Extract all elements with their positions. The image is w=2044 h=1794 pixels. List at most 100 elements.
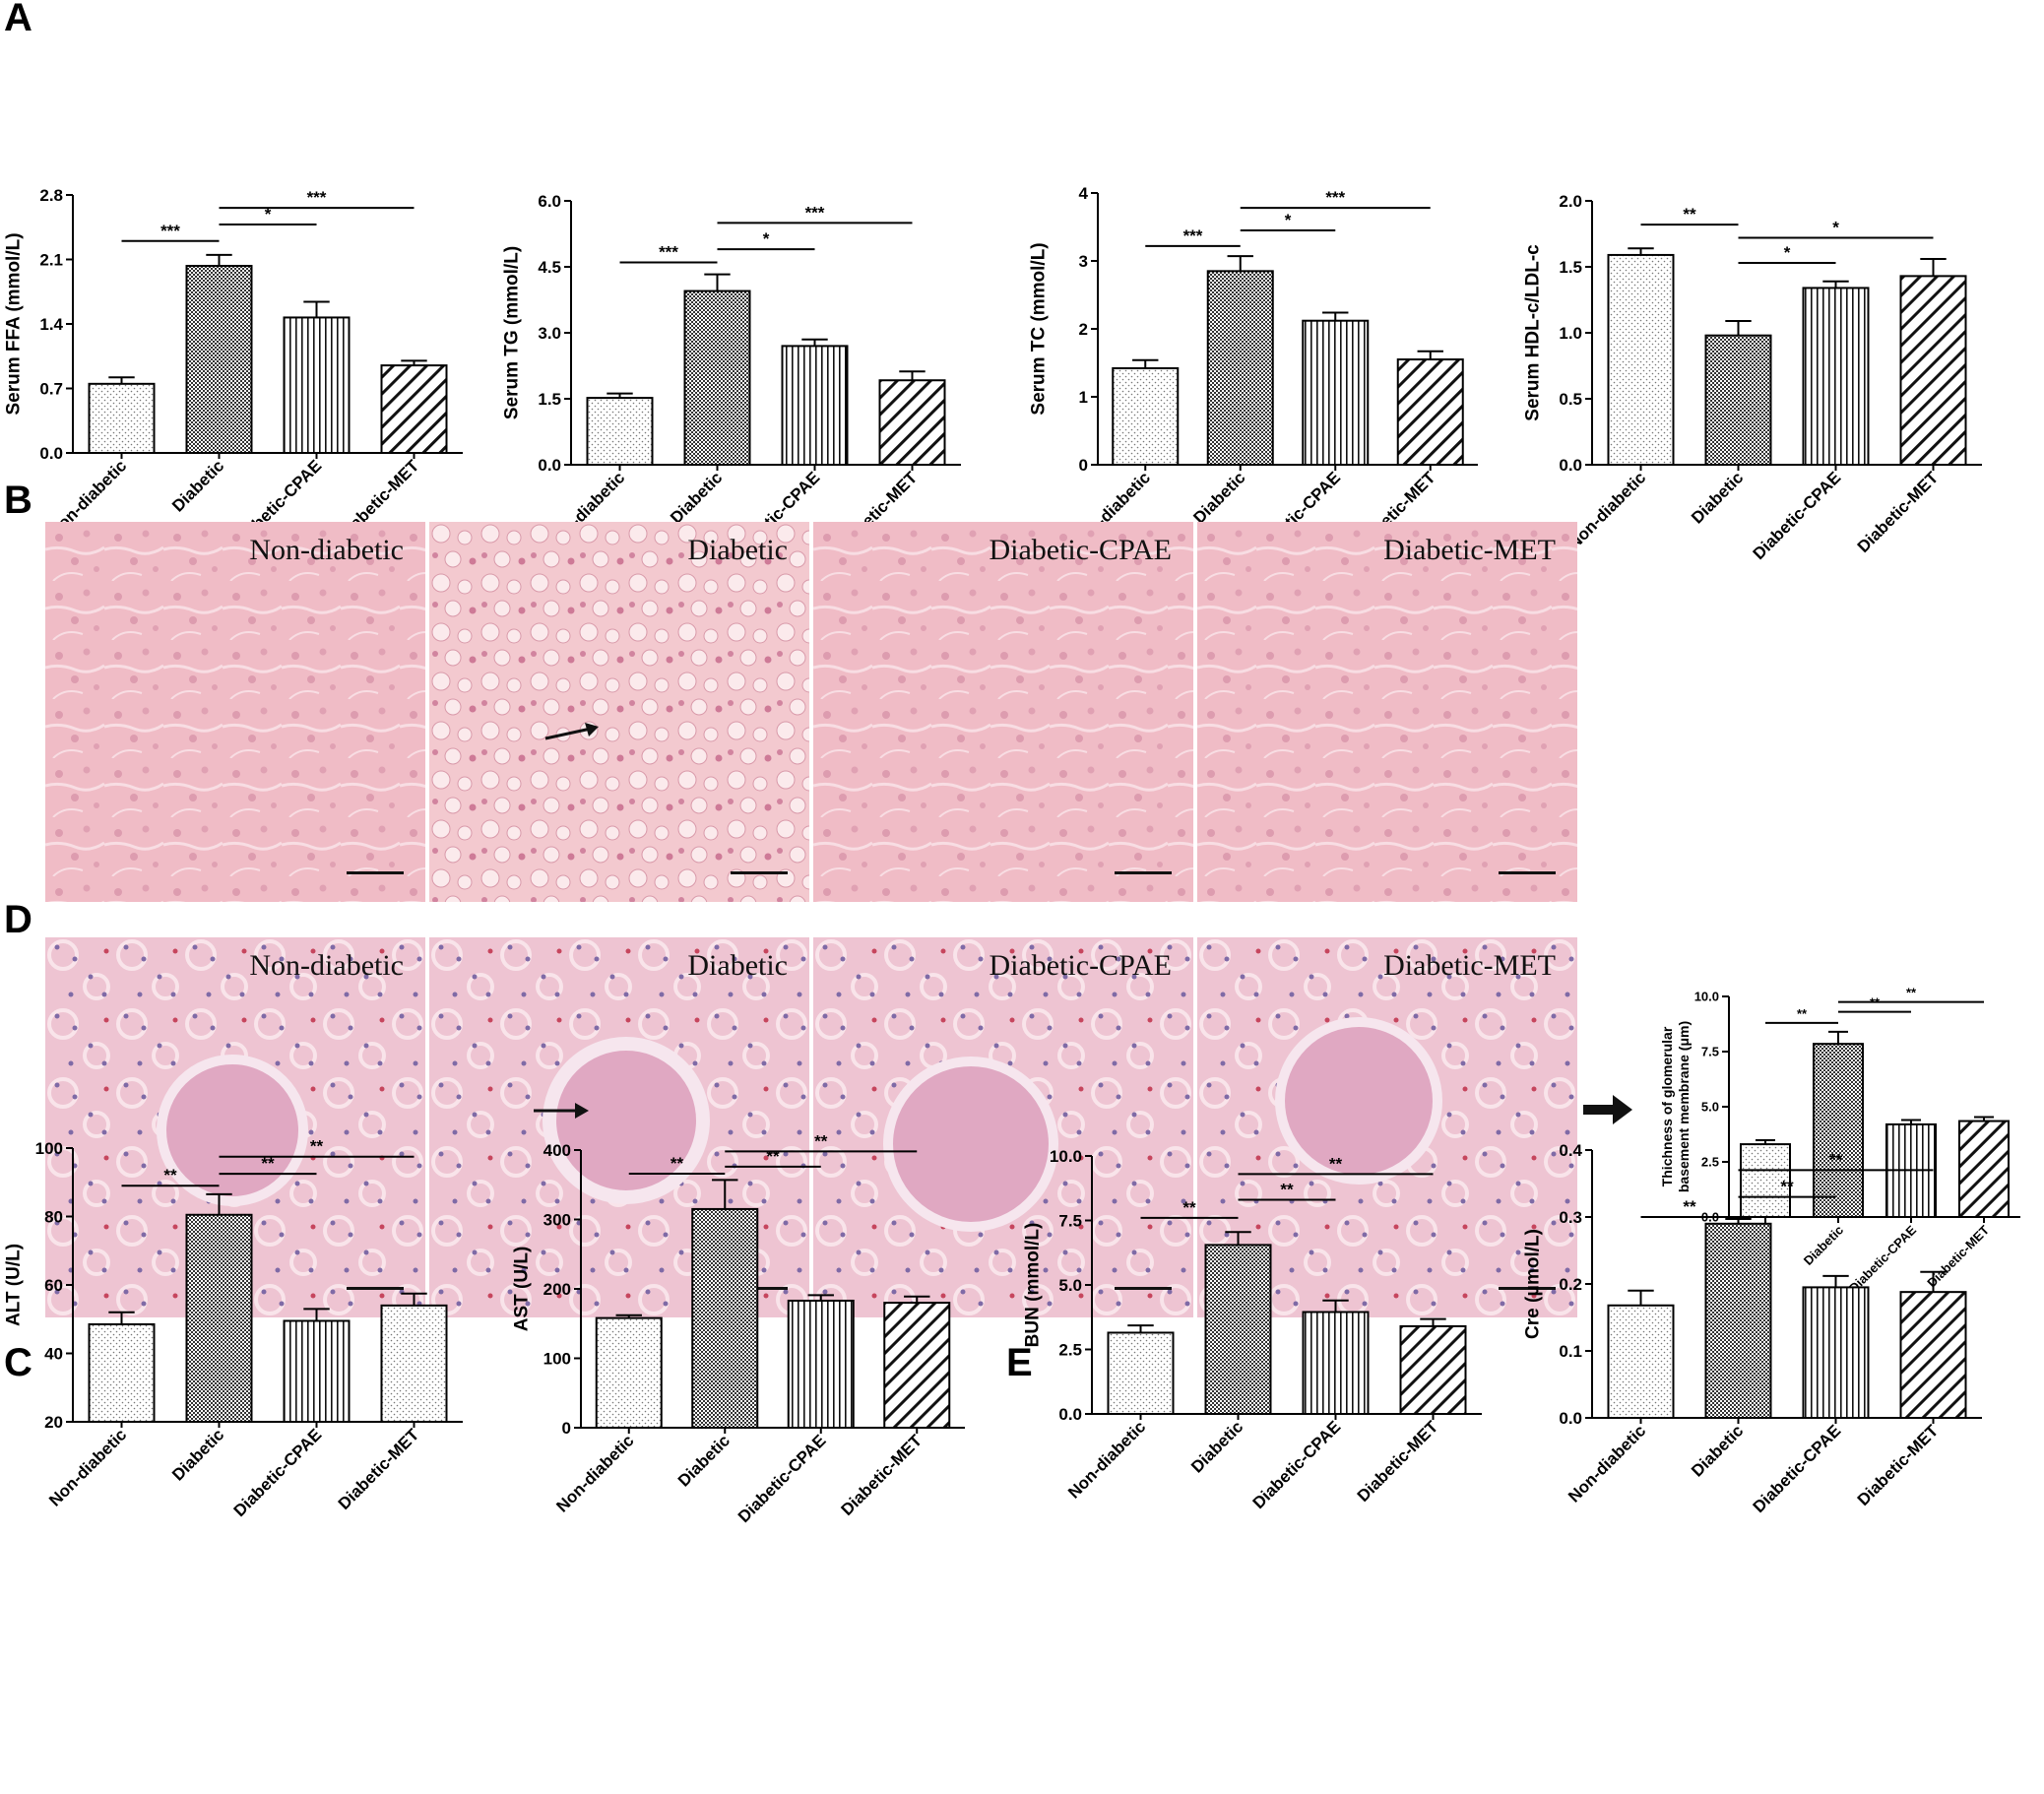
bar (380, 364, 448, 455)
scale-bar (1499, 871, 1556, 874)
y-tick-label: 4.5 (538, 258, 561, 277)
significance-label: ** (766, 1147, 780, 1166)
y-tick-label: 40 (44, 1344, 63, 1363)
micrograph-kidney-diabetic-cpae: Diabetic-CPAE (813, 937, 1193, 1317)
micrograph-label: Diabetic (687, 949, 788, 982)
micrograph-label: Diabetic-MET (1383, 534, 1556, 566)
y-tick-label: 0 (1079, 456, 1088, 475)
significance-label: * (1285, 211, 1292, 229)
x-tick-label: Diabetic-MET (1854, 1421, 1943, 1509)
significance-label: * (1832, 219, 1839, 237)
bar (1396, 358, 1464, 466)
significance-label: ** (1683, 1197, 1696, 1216)
chart-cre: 0.0 0.1 0.2 0.3 0.4 Cre (μmol/L) Non-diabetic D… (1523, 1141, 1982, 1516)
scale-bar (347, 1287, 404, 1290)
y-tick-label: 0 (562, 1419, 571, 1438)
micrograph-liver-non-diabetic: Non-diabetic (45, 522, 425, 902)
bar (595, 1316, 663, 1429)
y-tick-label: 2.8 (39, 186, 63, 205)
x-tick-label: Non-diabetic (1565, 1421, 1649, 1506)
y-tick-label: 1.0 (1559, 324, 1582, 343)
chart-bun: 0.0 2.5 5.0 7.5 10.0 BUN (mmol/L) Non-diabetic… (1023, 1147, 1482, 1512)
bar (380, 1304, 448, 1424)
micrograph-label: Non-diabetic (249, 534, 404, 566)
y-tick-label: 0.7 (39, 379, 63, 398)
y-tick-label: 0.5 (1559, 390, 1582, 409)
y-axis-label: Cre (μmol/L) (1523, 1229, 1544, 1339)
arrow-right-icon (1583, 1095, 1632, 1124)
panel-letter-d: D (4, 898, 32, 941)
significance-label: *** (805, 203, 825, 222)
y-axis-label: Thichness of glomerularbasement membrane… (1659, 1021, 1692, 1192)
y-tick-label: 7.5 (1058, 1211, 1082, 1230)
y-tick-label: 2 (1079, 320, 1088, 339)
y-axis-label: Serum FFA (mmol/L) (4, 232, 25, 415)
scale-bar (347, 871, 404, 874)
bar (1399, 1324, 1467, 1415)
scale-bar (1115, 1287, 1172, 1290)
bar (1802, 287, 1870, 466)
y-tick-label: 5.0 (1701, 1100, 1719, 1115)
bar (878, 379, 946, 466)
significance-label: ** (1329, 1154, 1343, 1173)
bar (185, 265, 253, 454)
y-tick-label: 1.4 (39, 315, 63, 334)
x-tick-label: Diabetic-MET (1854, 468, 1943, 556)
y-tick-label: 0.0 (39, 444, 63, 463)
bar (883, 1302, 951, 1430)
y-tick-label: 4 (1079, 184, 1089, 203)
bar (1302, 1311, 1370, 1415)
x-tick-label: Diabetic-CPAE (735, 1431, 830, 1526)
y-tick-label: 0.4 (1559, 1141, 1582, 1160)
y-tick-label: 2.1 (39, 250, 63, 269)
significance-label: ** (1906, 986, 1917, 1000)
significance-label: *** (1325, 188, 1345, 207)
y-tick-label: 0.0 (1058, 1405, 1082, 1424)
y-tick-label: 7.5 (1701, 1045, 1719, 1059)
significance-label: ** (1829, 1150, 1843, 1169)
y-tick-label: 5.0 (1058, 1276, 1082, 1295)
y-tick-label: 100 (543, 1349, 571, 1368)
bar (1107, 1331, 1175, 1415)
y-tick-label: 2.5 (1701, 1155, 1719, 1170)
y-tick-label: 400 (543, 1141, 571, 1160)
panel-letter-c: C (4, 1341, 32, 1384)
significance-label: ** (671, 1154, 684, 1173)
bar (787, 1299, 855, 1429)
bar (1899, 275, 1967, 466)
y-tick-label: 10.0 (1050, 1147, 1082, 1166)
significance-label: ** (1683, 205, 1696, 224)
y-tick-label: 2.0 (1559, 192, 1582, 211)
bar (1899, 1291, 1967, 1419)
micrograph-kidney-diabetic: Diabetic (429, 937, 809, 1317)
y-tick-label: 1.5 (1559, 258, 1582, 277)
significance-label: *** (160, 222, 180, 240)
micrograph-label: Diabetic (687, 534, 788, 566)
y-tick-label: 3 (1079, 252, 1088, 271)
x-tick-label: Diabetic-CPAE (1249, 1417, 1345, 1512)
bar (185, 1213, 253, 1423)
y-tick-label: 100 (35, 1139, 63, 1158)
x-tick-label: Diabetic (674, 1431, 734, 1490)
x-tick-label: Diabetic (1688, 1421, 1747, 1480)
micrograph-liver-diabetic-cpae: Diabetic-CPAE (813, 522, 1193, 902)
micrograph-label: Diabetic-MET (1383, 949, 1556, 982)
bar (1958, 1120, 2010, 1218)
significance-label: * (763, 229, 770, 248)
x-tick-label: Diabetic (1189, 468, 1248, 527)
x-tick-label: Diabetic (168, 1425, 227, 1484)
x-tick-label: Non-diabetic (45, 1425, 130, 1509)
bar (1607, 1304, 1675, 1419)
y-tick-label: 1.5 (538, 390, 561, 409)
x-tick-label: Diabetic (667, 468, 726, 527)
bar (283, 1319, 351, 1423)
arrow-icon (534, 1103, 589, 1119)
x-tick-label: Diabetic (1688, 468, 1747, 527)
chart-alt: 20 40 60 80 100 ALT (U/L) Non-diabetic Diabetic… (4, 1137, 463, 1520)
y-axis-label: ALT (U/L) (4, 1244, 25, 1326)
bar (1206, 270, 1274, 466)
y-axis-label: Serum HDL-c/LDL-c (1523, 244, 1544, 421)
significance-label: ** (261, 1154, 275, 1173)
bar (1704, 334, 1772, 466)
